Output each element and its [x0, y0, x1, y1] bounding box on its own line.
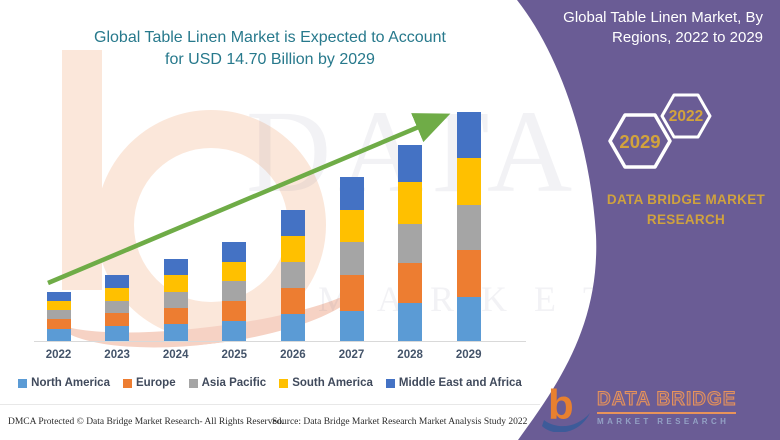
x-axis-label-2022: 2022 [45, 349, 72, 361]
chart-title-line2: for USD 14.70 Billion by 2029 [165, 51, 375, 68]
logo-swoosh [542, 413, 590, 432]
x-axis-line [34, 341, 526, 342]
bar-segment-2023-asia-pacific [105, 300, 130, 314]
data-bridge-b-icon: b [542, 382, 590, 432]
legend-marker-icon [18, 378, 28, 388]
legend-item-asia-pacific: Asia Pacific [188, 377, 267, 389]
x-axis-label-2025: 2025 [221, 349, 248, 361]
bar-segment-2024-europe [163, 307, 188, 324]
bar-segment-2027-north-america [339, 311, 364, 341]
bar-segment-2029-asia-pacific [456, 205, 481, 251]
footer-divider [0, 404, 540, 405]
bar-segment-2022-middle-east-and-africa [46, 292, 71, 302]
side-panel-heading-line2: Regions, 2022 to 2029 [612, 29, 763, 46]
x-axis-label-2023: 2023 [104, 349, 130, 361]
bar-segment-2024-north-america [163, 324, 188, 341]
legend-label: North America [31, 377, 110, 389]
bar-segment-2022-asia-pacific [46, 310, 71, 320]
hexagon-2029-icon [608, 113, 672, 169]
bar-segment-2022-north-america [46, 328, 71, 341]
brand-name-line1: DATA BRIDGE MARKET [606, 192, 766, 207]
hexagon-2029-label: 2029 [619, 131, 660, 152]
bar-segment-2025-europe [222, 301, 247, 321]
x-axis-label-2024: 2024 [162, 349, 189, 361]
side-panel-heading: Global Table Linen Market, By Regions, 2… [533, 8, 763, 48]
bar-segment-2026-europe [280, 288, 305, 315]
bar-2022 [46, 292, 71, 341]
chart-legend: North America Europe Asia Pacific South Ame… [0, 377, 540, 389]
bar-segment-2026-north-america [280, 314, 305, 341]
legend-label: South America [292, 377, 373, 389]
bar-segment-2029-middle-east-and-africa [456, 111, 481, 159]
brand-name-line2: RESEARCH [646, 212, 726, 227]
bar-segment-2025-asia-pacific [222, 281, 247, 302]
legend-label: Europe [135, 377, 176, 389]
bar-segment-2029-south-america [456, 158, 481, 206]
bar-segment-2023-north-america [105, 326, 130, 341]
x-axis-label-2026: 2026 [280, 349, 306, 361]
source-note: Source: Data Bridge Market Research Mark… [272, 417, 528, 427]
legend-item-south-america: South America [279, 377, 373, 389]
legend-label: Middle East and Africa [398, 377, 522, 389]
bar-segment-2023-south-america [105, 287, 130, 301]
hexagon-2022-label: 2022 [669, 108, 703, 125]
legend-item-europe: Europe [122, 377, 176, 389]
dmca-notice: DMCA Protected © Data Bridge Market Rese… [8, 417, 284, 427]
x-axis-label-2028: 2028 [397, 349, 423, 361]
side-panel-heading-line1: Global Table Linen Market, By [563, 9, 763, 26]
logo-b-glyph: b [548, 382, 574, 428]
hexagon-2022-icon [660, 93, 712, 139]
bar-segment-2022-europe [46, 319, 71, 329]
bar-segment-2029-europe [456, 250, 481, 298]
chart-title-line1: Global Table Linen Market is Expected to… [94, 29, 446, 46]
bar-segment-2023-europe [105, 313, 130, 327]
legend-item-middle-east-and-africa: Middle East and Africa [385, 377, 522, 389]
bar-segment-2029-north-america [456, 297, 481, 341]
data-bridge-logo: b DATA BRIDGE MARKET RESEARCH [541, 382, 737, 432]
legend-marker-icon [385, 378, 395, 388]
legend-marker-icon [188, 378, 198, 388]
logo-tagline: MARKET RESEARCH [597, 416, 730, 426]
side-panel-background [517, 0, 780, 440]
brand-name: DATA BRIDGE MARKET RESEARCH [600, 190, 772, 230]
bar-2029 [456, 111, 481, 341]
bar-segment-2024-asia-pacific [163, 291, 188, 308]
bar-segment-2025-north-america [222, 320, 247, 341]
legend-label: Asia Pacific [201, 377, 267, 389]
legend-marker-icon [279, 378, 289, 388]
x-axis-label-2029: 2029 [455, 349, 482, 361]
bar-segment-2028-north-america [398, 302, 423, 341]
legend-marker-icon [122, 378, 132, 388]
legend-item-north-america: North America [18, 377, 110, 389]
bar-segment-2022-south-america [46, 301, 71, 311]
chart-title: Global Table Linen Market is Expected to… [0, 27, 540, 71]
logo-wordmark: DATA BRIDGE [596, 388, 737, 414]
x-axis-label-2027: 2027 [338, 349, 365, 361]
